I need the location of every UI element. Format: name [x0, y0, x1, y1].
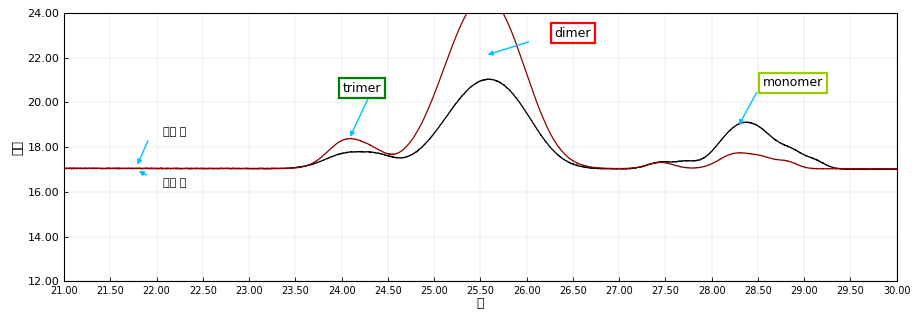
Text: dimer: dimer [554, 27, 591, 40]
Text: trimer: trimer [343, 82, 382, 95]
Text: monomer: monomer [763, 76, 824, 89]
Text: 증류 후: 증류 후 [163, 127, 187, 137]
Text: 증류 전: 증류 전 [163, 179, 187, 188]
Y-axis label: 이독: 이독 [12, 140, 25, 155]
X-axis label: 분: 분 [477, 298, 484, 310]
